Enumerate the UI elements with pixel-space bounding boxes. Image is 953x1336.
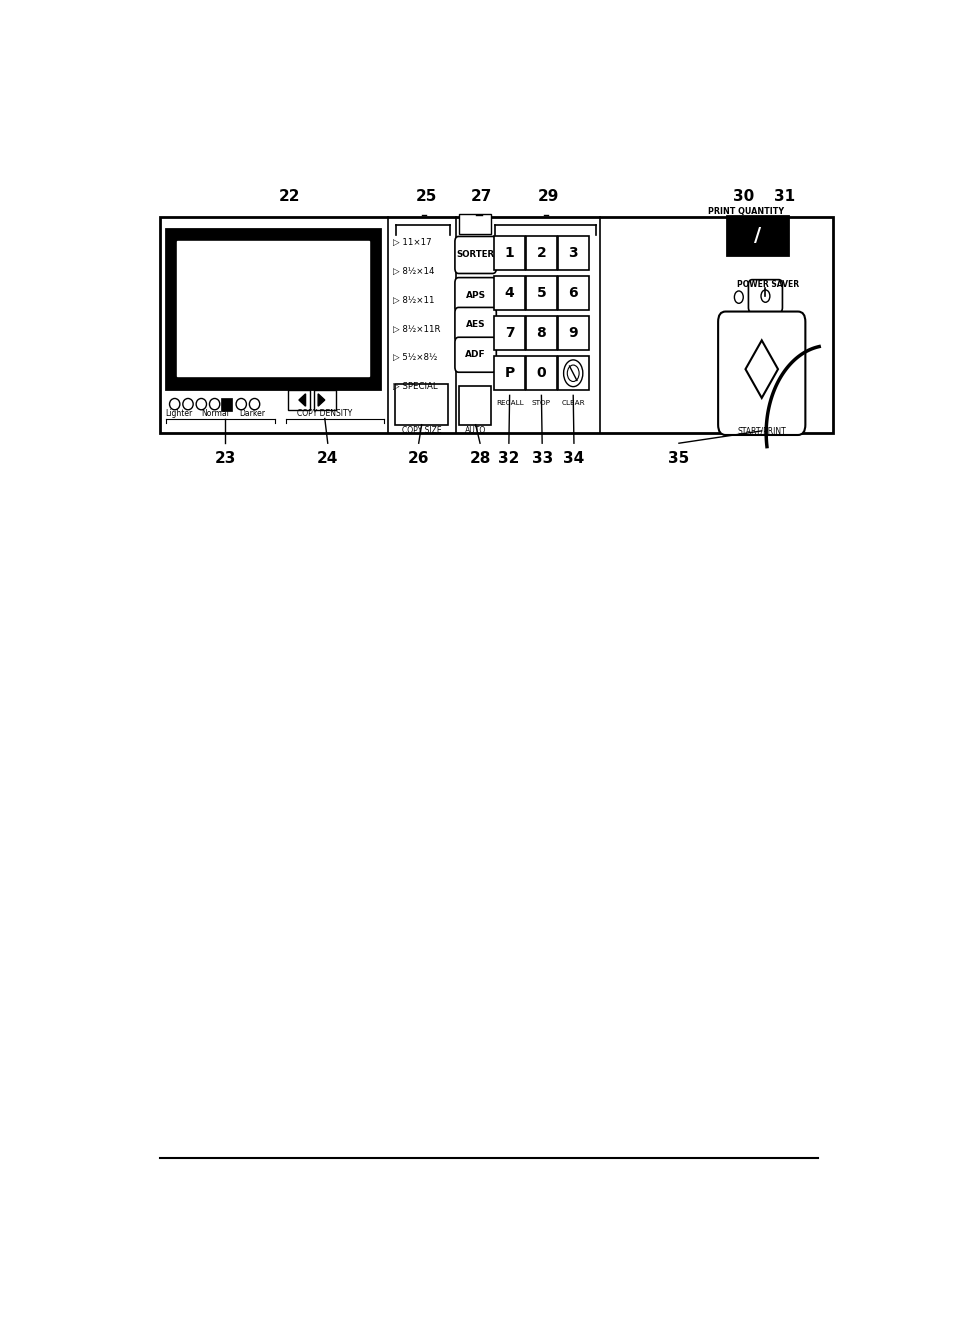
Text: ▷ SPECIAL: ▷ SPECIAL <box>393 382 437 391</box>
Text: COPY SIZE: COPY SIZE <box>401 426 441 436</box>
Text: 6: 6 <box>568 286 578 301</box>
Text: 25: 25 <box>415 188 436 204</box>
Bar <box>459 214 491 234</box>
Text: APS: APS <box>465 291 485 299</box>
Bar <box>160 216 832 433</box>
Text: PRINT QUANTITY: PRINT QUANTITY <box>707 207 783 216</box>
Text: 31: 31 <box>773 188 795 204</box>
Text: ▷ 8½×14: ▷ 8½×14 <box>393 267 434 277</box>
Text: 28: 28 <box>469 452 490 466</box>
FancyBboxPatch shape <box>455 236 496 274</box>
Text: 5: 5 <box>536 286 546 301</box>
Text: 4: 4 <box>504 286 514 301</box>
Polygon shape <box>317 394 324 406</box>
Text: 0: 0 <box>536 366 546 381</box>
Text: RECALL: RECALL <box>496 399 523 406</box>
Bar <box>459 386 491 425</box>
Bar <box>525 357 557 390</box>
Text: 23: 23 <box>214 452 235 466</box>
Bar <box>166 230 380 389</box>
Text: 1: 1 <box>504 246 514 261</box>
Bar <box>558 357 588 390</box>
Text: 7: 7 <box>504 326 514 341</box>
Text: COPY DENSITY: COPY DENSITY <box>296 409 352 418</box>
FancyBboxPatch shape <box>718 311 804 436</box>
FancyBboxPatch shape <box>455 278 496 313</box>
Bar <box>314 390 335 410</box>
Bar <box>221 398 233 411</box>
Text: 2: 2 <box>536 246 546 261</box>
Text: 30: 30 <box>733 188 754 204</box>
Text: 8: 8 <box>536 326 546 341</box>
Text: P: P <box>504 366 515 381</box>
FancyBboxPatch shape <box>455 307 496 342</box>
Bar <box>494 317 524 350</box>
Bar <box>525 277 557 310</box>
Text: 35: 35 <box>668 452 689 466</box>
FancyBboxPatch shape <box>455 337 496 373</box>
Text: Darker: Darker <box>239 409 265 418</box>
Text: 3: 3 <box>568 246 578 261</box>
Circle shape <box>563 359 582 386</box>
Text: AUTO: AUTO <box>464 426 486 436</box>
Bar <box>558 317 588 350</box>
Bar <box>726 216 787 255</box>
Text: Lighter: Lighter <box>165 409 192 418</box>
Text: POWER SAVER: POWER SAVER <box>737 281 799 290</box>
Bar <box>558 277 588 310</box>
Bar <box>494 357 524 390</box>
Text: ▷ 5½×8½: ▷ 5½×8½ <box>393 353 436 362</box>
Bar <box>558 236 588 270</box>
Bar <box>288 390 310 410</box>
Bar <box>176 240 369 377</box>
Bar <box>525 317 557 350</box>
Text: CLEAR: CLEAR <box>560 399 584 406</box>
Text: ▷ 8½×11: ▷ 8½×11 <box>393 295 434 305</box>
Bar <box>525 236 557 270</box>
Text: 22: 22 <box>278 188 300 204</box>
Text: ▷ 8½×11R: ▷ 8½×11R <box>393 325 440 334</box>
Text: ▷ 11×17: ▷ 11×17 <box>393 238 431 247</box>
Text: Normal: Normal <box>201 409 229 418</box>
Text: 9: 9 <box>568 326 578 341</box>
Polygon shape <box>298 394 305 406</box>
Text: 24: 24 <box>316 452 338 466</box>
Text: 33: 33 <box>531 452 552 466</box>
Text: ADF: ADF <box>465 350 485 359</box>
Text: 27: 27 <box>471 188 492 204</box>
Bar <box>395 383 448 425</box>
FancyBboxPatch shape <box>748 279 781 313</box>
Bar <box>494 277 524 310</box>
Text: 26: 26 <box>408 452 429 466</box>
Text: STOP: STOP <box>532 399 550 406</box>
Text: START/PRINT: START/PRINT <box>737 426 785 436</box>
Text: 34: 34 <box>562 452 584 466</box>
Text: 29: 29 <box>537 188 558 204</box>
Text: AES: AES <box>465 321 485 330</box>
Text: SORTER: SORTER <box>456 250 495 259</box>
Text: /: / <box>753 226 760 244</box>
Text: 32: 32 <box>497 452 519 466</box>
Bar <box>494 236 524 270</box>
